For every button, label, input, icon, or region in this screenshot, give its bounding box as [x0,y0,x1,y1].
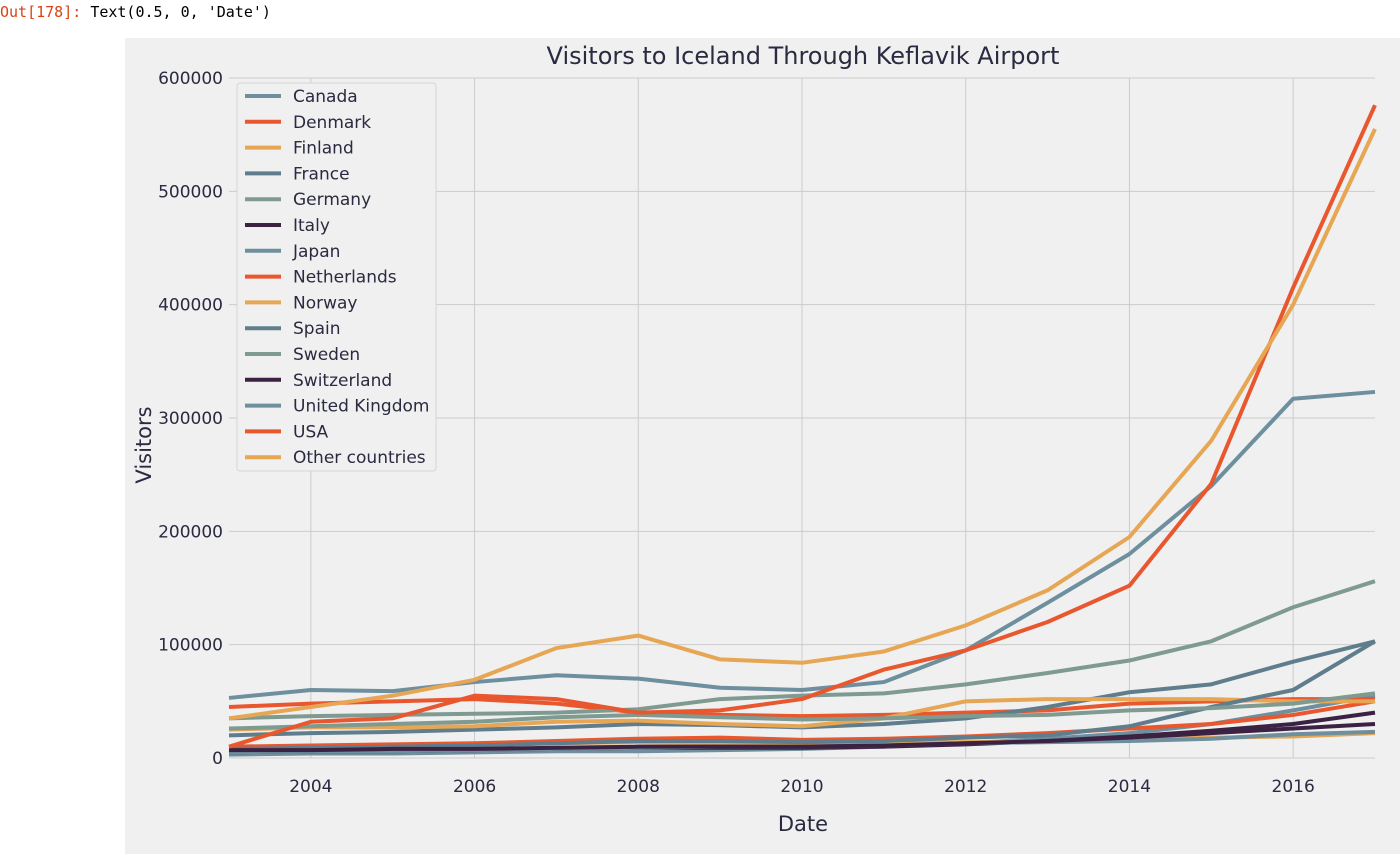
chart-title: Visitors to Iceland Through Keflavik Air… [547,42,1060,70]
legend-label-denmark: Denmark [293,113,371,133]
series-line-usa [228,104,1377,749]
x-tick-label-2: 2008 [617,777,660,797]
legend-box [236,82,437,472]
x-tick-label-3: 2010 [780,777,823,797]
x-tick-label-1: 2006 [453,777,496,797]
series-line-denmark [228,697,1375,719]
series-line-switzerland [229,722,1376,753]
legend: Canada Denmark Finland France Germany Italy Ja… [236,82,437,472]
legend-label-france: France [293,164,350,184]
legend-label-other-countries: Other countries [293,448,426,468]
legend-label-norway: Norway [293,293,358,313]
series-line-other-countries [228,128,1377,721]
series-line-sweden [228,691,1376,731]
x-tick-label-0: 2004 [289,777,332,797]
output-line: Out[178]: Text(0.5, 0, 'Date') [0,2,271,22]
legend-label-finland: Finland [293,139,354,159]
series-line-netherlands [228,699,1376,749]
legend-label-canada: Canada [293,87,358,107]
y-tick-label-6: 600000 [158,69,223,89]
y-tick-label-2: 200000 [158,522,223,542]
x-tick-label-5: 2014 [1108,777,1151,797]
y-tick-label-5: 500000 [158,182,223,202]
output-text: Text(0.5, 0, 'Date') [90,3,271,21]
series-line-germany [228,579,1376,721]
figure: Visitors to Iceland Through Keflavik Air… [125,38,1400,854]
series-line-spain [228,639,1377,751]
series-line-united-kingdom [228,389,1376,700]
x-axis-label: Date [778,812,828,836]
series-lines [228,104,1377,757]
legend-label-sweden: Sweden [293,345,360,365]
legend-label-italy: Italy [293,216,330,236]
output-prompt: Out[178]: [0,3,82,21]
legend-label-usa: USA [293,422,329,442]
legend-label-switzerland: Switzerland [293,371,392,391]
x-tick-label-6: 2016 [1272,777,1315,797]
y-tick-label-3: 300000 [158,409,223,429]
y-tick-label-1: 100000 [158,636,223,656]
x-tick-label-4: 2012 [944,777,987,797]
legend-label-netherlands: Netherlands [293,268,397,288]
y-tick-label-4: 400000 [158,296,223,316]
tick-labels: 0 100000 200000 300000 400000 500000 600000 200… [158,69,1315,797]
legend-label-germany: Germany [293,190,371,210]
series-line-norway [228,697,1375,732]
legend-label-japan: Japan [292,242,340,262]
line-chart: Visitors to Iceland Through Keflavik Air… [132,42,1377,836]
legend-label-spain: Spain [293,319,341,339]
legend-label-united-kingdom: United Kingdom [293,397,429,417]
y-axis-label: Visitors [132,406,156,483]
y-tick-label-0: 0 [212,749,223,769]
